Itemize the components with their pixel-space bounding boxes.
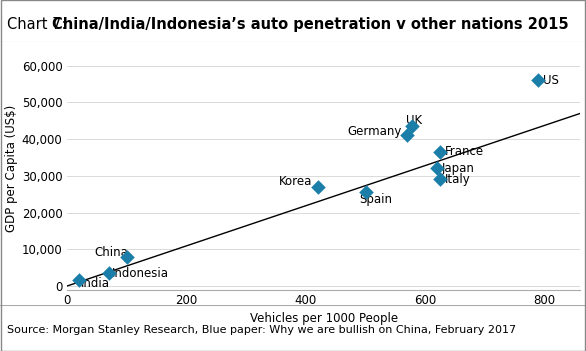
Text: UK: UK [406,114,422,127]
Text: Japan: Japan [442,162,475,175]
Point [435,177,445,182]
Text: Spain: Spain [360,193,393,206]
Point [313,184,322,190]
Point [104,270,114,276]
Text: Germany: Germany [347,125,401,138]
Text: Italy: Italy [445,173,471,186]
Point [403,133,412,138]
Text: China/India/Indonesia’s auto penetration v other nations 2015: China/India/Indonesia’s auto penetration… [52,17,568,32]
Point [534,78,543,83]
Point [407,124,417,129]
Point [122,254,132,259]
Text: Source: Morgan Stanley Research, Blue paper: Why we are bullish on China, Februa: Source: Morgan Stanley Research, Blue pa… [7,325,516,336]
Text: Indonesia: Indonesia [112,266,169,279]
X-axis label: Vehicles per 1000 People: Vehicles per 1000 People [250,312,398,325]
Text: India: India [81,277,110,290]
Text: China: China [94,246,128,259]
Point [432,166,442,171]
Y-axis label: GDP per Capita (US$): GDP per Capita (US$) [5,105,18,232]
Point [74,277,84,283]
Point [361,190,370,195]
Point [435,149,445,155]
Text: US: US [543,74,559,87]
Text: France: France [445,145,484,158]
Text: Chart 7:: Chart 7: [7,17,71,32]
Text: Korea: Korea [278,175,312,188]
